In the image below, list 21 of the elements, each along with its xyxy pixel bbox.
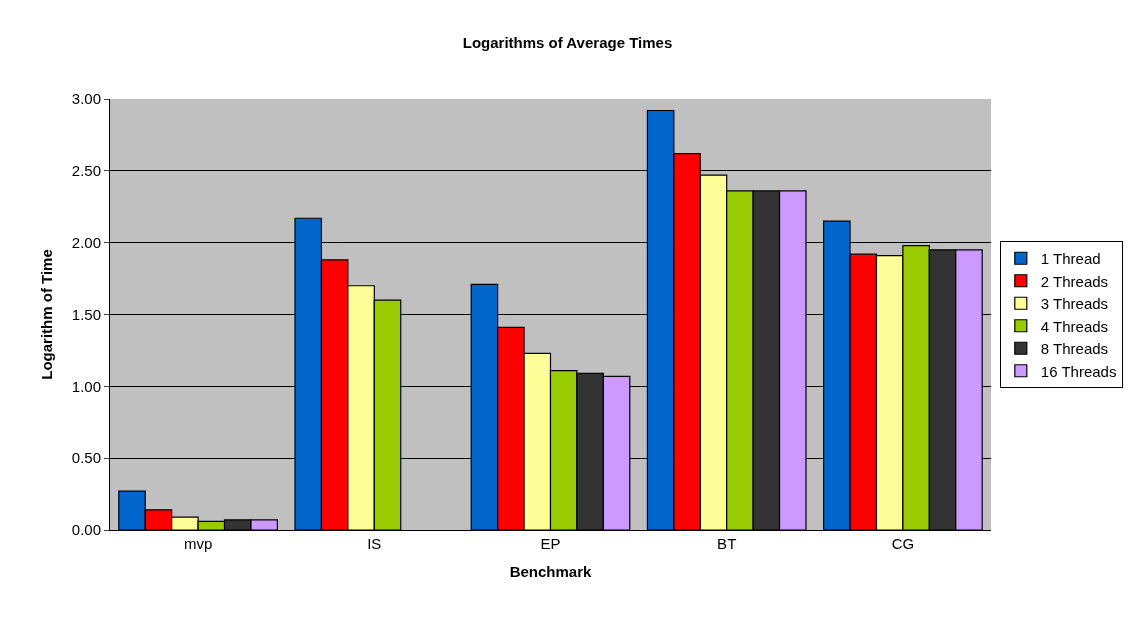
x-axis-title: Benchmark [509,563,593,580]
y-axis-title: Logarithm of Time [38,249,56,380]
x-tick-label: EP [540,535,561,552]
legend-label: 2 Threads [1040,272,1109,290]
y-tick-label: 0.50 [71,449,101,467]
x-tick-label: mvp [183,535,213,552]
legend-label: 8 Threads [1040,340,1109,358]
y-tick-label: 0.00 [71,521,101,539]
x-tick-label: IS [367,535,382,552]
legend-label: 1 Thread [1040,250,1101,268]
y-tick-label: 1.50 [71,305,101,323]
y-tick-label: 2.50 [71,162,101,180]
legend-label: 16 Threads [1040,362,1117,380]
legend-label: 4 Threads [1040,317,1109,335]
y-tick-label: 1.00 [71,377,101,395]
x-tick-label: BT [717,535,737,552]
y-tick-label: 2.00 [71,233,101,251]
y-tick-label: 3.00 [71,90,101,108]
x-tick-label: CG [891,535,915,552]
chart-title: Logarithms of Average Times [462,33,673,51]
legend-label: 3 Threads [1040,295,1109,313]
